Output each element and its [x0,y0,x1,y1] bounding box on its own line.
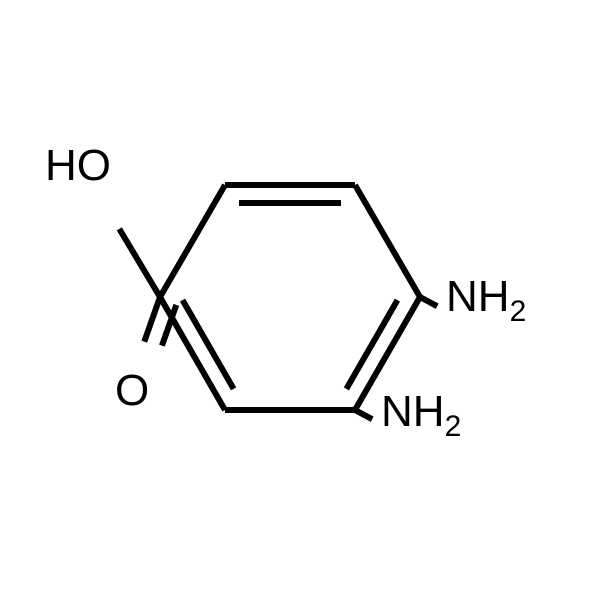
svg-text:HO: HO [45,141,111,190]
svg-text:NH2: NH2 [446,272,526,328]
chemical-structure-diagram: HO O NH2 NH2 [0,0,600,600]
bond-layer [119,185,437,419]
svg-text:O: O [115,366,149,415]
svg-text:NH2: NH2 [381,387,461,443]
